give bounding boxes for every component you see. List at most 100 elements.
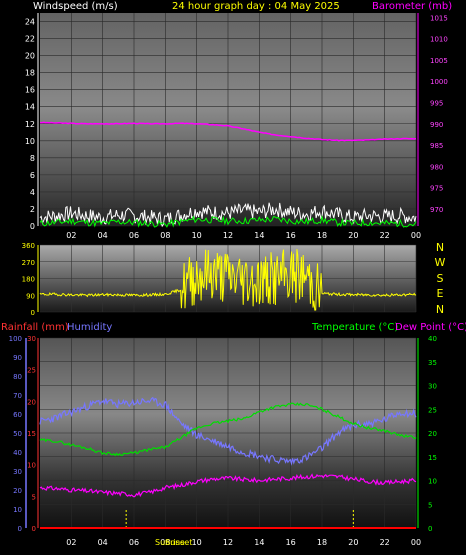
temperature-tick: 10 [428, 478, 437, 486]
rainfall-tick: 20 [27, 398, 36, 406]
dewpoint-line [39, 473, 417, 498]
humidity-tick: 0 [18, 525, 22, 533]
temperature-tick: 30 [428, 383, 437, 391]
x-tick-label: 16 [286, 231, 296, 240]
windspeed-line [39, 214, 417, 228]
x-tick-label: 04 [98, 231, 108, 240]
humidity-tick: 10 [13, 506, 22, 514]
rainfall-tick: 25 [27, 367, 36, 375]
direction-tick: 270 [22, 259, 35, 267]
direction-line [39, 249, 417, 311]
direction-tick: 90 [26, 292, 35, 300]
compass-s: S [437, 272, 444, 285]
compass-w: W [435, 256, 446, 269]
windspeed-tick: 14 [25, 103, 35, 112]
windspeed-axis-title: Windspeed (m/s) [33, 1, 118, 12]
dewpoint-axis-title: Dew Point (°C) [395, 322, 466, 333]
x-tick-label: 16 [286, 538, 296, 547]
x-tick-label: 10 [192, 538, 202, 547]
humidity-tick: 40 [13, 449, 22, 457]
barometer-tick: 980 [430, 163, 443, 171]
x-tick-label: 12 [223, 231, 233, 240]
x-tick-label: 22 [380, 538, 390, 547]
barometer-line [39, 121, 417, 142]
temperature-axis-title: Temperature (°C) [311, 322, 398, 333]
direction-tick: 360 [22, 242, 35, 250]
temperature-tick: 15 [428, 454, 437, 462]
humidity-tick: 80 [13, 373, 22, 381]
humidity-tick: 70 [13, 392, 22, 400]
x-tick-label: 18 [317, 538, 327, 547]
windspeed-tick: 24 [25, 18, 35, 27]
rainfall-tick: 30 [27, 335, 36, 343]
x-tick-label: 22 [380, 231, 390, 240]
sunrise-label: Sunrise [155, 538, 185, 547]
x-tick-label: 06 [129, 538, 139, 547]
barometer-tick: 1015 [430, 14, 448, 22]
barometer-tick: 970 [430, 206, 443, 214]
compass-n-top: N [436, 241, 444, 254]
x-tick-label: 12 [223, 538, 233, 547]
x-tick-label: 00 [411, 538, 421, 547]
graph-title: 24 hour graph day : 04 May 2025 [172, 1, 340, 12]
sunset-label: Sunset [165, 538, 192, 547]
direction-tick: 0 [31, 309, 35, 317]
windspeed-tick: 4 [30, 188, 35, 197]
x-tick-label: 14 [254, 231, 264, 240]
windspeed-tick: 16 [25, 86, 35, 95]
x-tick-label: 00 [411, 231, 421, 240]
barometer-tick: 995 [430, 99, 443, 107]
x-tick-label: 02 [66, 231, 76, 240]
compass-e: E [437, 287, 444, 300]
temperature-tick: 40 [428, 335, 437, 343]
windspeed-tick: 22 [25, 35, 35, 44]
barometer-tick: 975 [430, 185, 443, 193]
compass-n-bottom: N [436, 303, 444, 316]
humidity-tick: 30 [13, 468, 22, 476]
humidity-tick: 60 [13, 411, 22, 419]
x-tick-label: 20 [348, 231, 358, 240]
x-tick-label: 18 [317, 231, 327, 240]
humidity-tick: 50 [13, 430, 22, 438]
x-tick-label: 04 [98, 538, 108, 547]
temperature-tick: 0 [428, 525, 432, 533]
windspeed-tick: 12 [25, 120, 35, 129]
temperature-tick: 5 [428, 501, 432, 509]
barometer-tick: 1000 [430, 78, 448, 86]
humidity-axis-title: Humidity [67, 322, 112, 333]
windspeed-tick: 20 [25, 52, 35, 61]
temperature-tick: 35 [428, 359, 437, 367]
barometer-tick: 985 [430, 142, 443, 150]
x-tick-label: 20 [348, 538, 358, 547]
temperature-line [39, 402, 417, 457]
rainfall-axis-title: Rainfall (mm) [1, 322, 69, 333]
windspeed-tick: 10 [25, 137, 35, 146]
rainfall-tick: 15 [27, 430, 36, 438]
temperature-tick: 25 [428, 406, 437, 414]
barometer-tick: 1010 [430, 36, 448, 44]
temperature-tick: 20 [428, 430, 437, 438]
rainfall-tick: 5 [32, 493, 36, 501]
rainfall-tick: 10 [27, 462, 36, 470]
x-tick-label: 08 [160, 538, 170, 547]
windspeed-tick: 6 [30, 171, 35, 180]
windspeed-tick: 18 [25, 69, 35, 78]
x-tick-label: 10 [192, 231, 202, 240]
windspeed-tick: 8 [30, 154, 35, 163]
x-tick-label: 02 [66, 538, 76, 547]
humidity-tick: 100 [9, 335, 22, 343]
humidity-tick: 90 [13, 354, 22, 362]
direction-tick: 180 [22, 276, 35, 284]
humidity-line [39, 396, 417, 466]
x-tick-label: 14 [254, 538, 264, 547]
barometer-tick: 990 [430, 121, 443, 129]
rainfall-tick: 0 [32, 525, 36, 533]
x-tick-label: 08 [160, 231, 170, 240]
barometer-axis-title: Barometer (mb) [372, 1, 452, 12]
windspeed-tick: 2 [30, 205, 35, 214]
windspeed-tick: 0 [30, 222, 35, 231]
barometer-tick: 1005 [430, 57, 448, 65]
x-tick-label: 06 [129, 231, 139, 240]
humidity-tick: 20 [13, 487, 22, 495]
